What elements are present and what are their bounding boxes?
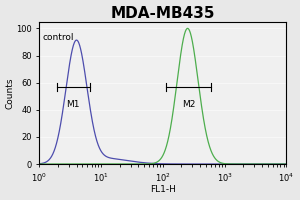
Title: MDA-MB435: MDA-MB435 [111,6,215,21]
X-axis label: FL1-H: FL1-H [150,185,176,194]
Y-axis label: Counts: Counts [6,77,15,109]
Text: M1: M1 [67,100,80,109]
Text: control: control [42,33,74,42]
Text: M2: M2 [182,100,195,109]
